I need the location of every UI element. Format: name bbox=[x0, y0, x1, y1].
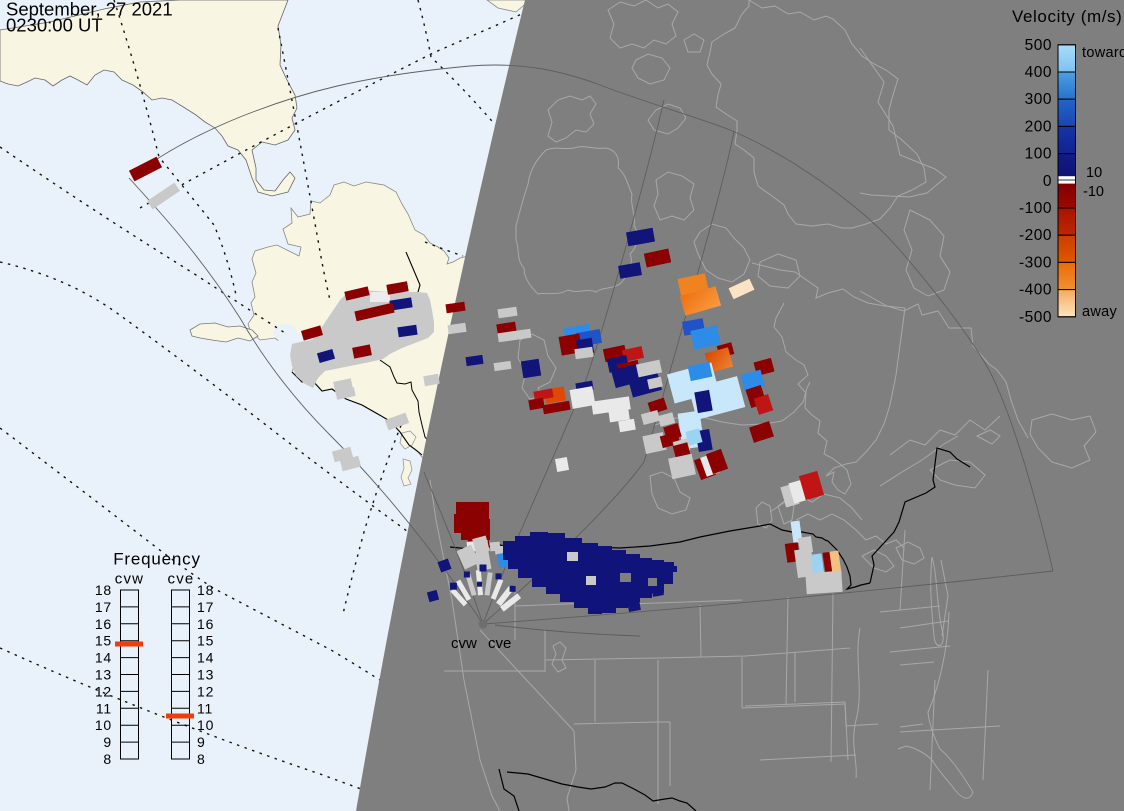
svg-text:September, 27 2021: September, 27 2021 bbox=[6, 0, 173, 20]
svg-text:11: 11 bbox=[197, 700, 213, 716]
svg-text:11: 11 bbox=[96, 700, 112, 716]
svg-text:16: 16 bbox=[197, 616, 214, 632]
svg-text:400: 400 bbox=[1025, 64, 1052, 81]
svg-text:cve: cve bbox=[168, 571, 195, 588]
svg-text:500: 500 bbox=[1025, 37, 1052, 54]
svg-text:18: 18 bbox=[197, 582, 214, 598]
svg-text:-500: -500 bbox=[1019, 309, 1052, 326]
svg-text:10: 10 bbox=[197, 717, 214, 733]
svg-text:-100: -100 bbox=[1019, 200, 1052, 217]
svg-text:toward: toward bbox=[1082, 45, 1124, 61]
svg-text:13: 13 bbox=[95, 667, 112, 683]
svg-text:18: 18 bbox=[95, 582, 112, 598]
svg-text:Frequency: Frequency bbox=[113, 550, 201, 569]
svg-text:15: 15 bbox=[197, 633, 214, 649]
svg-text:cvw: cvw bbox=[451, 635, 477, 652]
svg-text:300: 300 bbox=[1025, 91, 1052, 108]
svg-text:200: 200 bbox=[1025, 118, 1052, 135]
svg-text:12: 12 bbox=[197, 683, 214, 699]
svg-text:17: 17 bbox=[95, 599, 112, 615]
svg-text:100: 100 bbox=[1025, 146, 1052, 163]
svg-text:-300: -300 bbox=[1019, 254, 1052, 271]
svg-text:15: 15 bbox=[95, 633, 112, 649]
svg-text:-10: -10 bbox=[1083, 184, 1104, 200]
svg-text:0230:00 UT: 0230:00 UT bbox=[6, 15, 103, 36]
svg-text:13: 13 bbox=[197, 667, 214, 683]
svg-text:17: 17 bbox=[197, 599, 214, 615]
svg-text:16: 16 bbox=[95, 616, 112, 632]
svg-text:14: 14 bbox=[95, 650, 112, 666]
svg-text:0: 0 bbox=[1043, 173, 1052, 190]
svg-text:8: 8 bbox=[103, 751, 112, 767]
svg-text:8: 8 bbox=[197, 751, 206, 767]
svg-text:cve: cve bbox=[488, 635, 511, 652]
svg-text:-200: -200 bbox=[1019, 227, 1052, 244]
svg-text:-400: -400 bbox=[1019, 282, 1052, 299]
svg-text:14: 14 bbox=[197, 650, 214, 666]
svg-text:cvw: cvw bbox=[115, 571, 144, 588]
svg-text:away: away bbox=[1082, 304, 1117, 320]
svg-text:9: 9 bbox=[197, 734, 206, 750]
svg-text:10: 10 bbox=[95, 717, 112, 733]
svg-text:9: 9 bbox=[103, 734, 112, 750]
svg-text:Velocity (m/s): Velocity (m/s) bbox=[1012, 7, 1122, 26]
svg-text:10: 10 bbox=[1086, 165, 1102, 181]
svg-text:12: 12 bbox=[95, 683, 112, 699]
